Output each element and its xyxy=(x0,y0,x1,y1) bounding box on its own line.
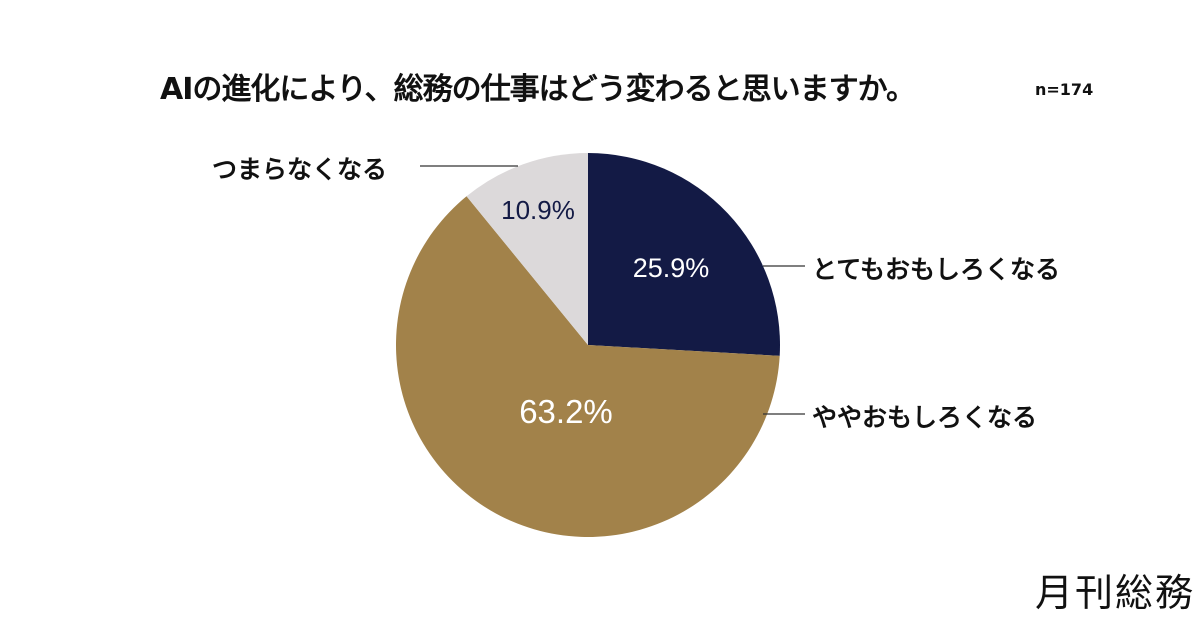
legend-label-very-interesting: とてもおもしろくなる xyxy=(812,255,1061,284)
sample-size: n=174 xyxy=(1035,80,1094,99)
chart-title: AIの進化により、総務の仕事はどう変わると思いますか。 xyxy=(160,72,916,107)
legend-label-boring: つまらなくなる xyxy=(212,155,388,184)
pie-slice-1 xyxy=(396,196,780,537)
pie-slice-2 xyxy=(466,153,588,345)
pie-slice-0 xyxy=(588,153,781,356)
value-label-0: 25.9% xyxy=(633,253,710,283)
value-label-2: 10.9% xyxy=(501,195,575,225)
legend-label-somewhat-interesting: ややおもしろくなる xyxy=(812,403,1038,432)
brand-logo: 月刊総務 xyxy=(1035,571,1196,615)
value-label-1: 63.2% xyxy=(519,393,613,430)
